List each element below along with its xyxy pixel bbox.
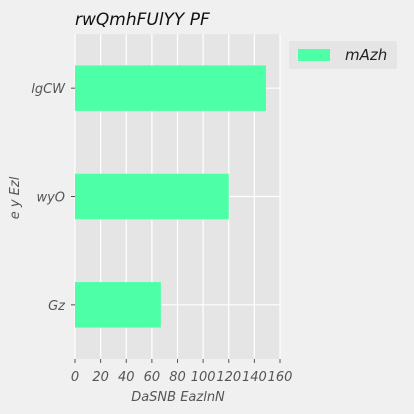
x-axis-label: DaSNB EazlnN: [131, 390, 225, 405]
y-tick-label: lgCW: [31, 82, 66, 97]
y-axis-ticks: lgCW wyO Gz: [31, 82, 75, 314]
x-tick-label: 0: [71, 370, 79, 385]
legend: mAzh: [289, 41, 397, 69]
y-axis-label: e y Ezl: [8, 176, 23, 219]
x-tick-label: 120: [216, 370, 241, 385]
bars: [75, 65, 266, 328]
legend-label: mAzh: [345, 46, 387, 64]
bar-lgCW: [75, 65, 266, 111]
x-tick-label: 20: [92, 370, 109, 385]
chart-title: rwQmhFUlYY PF: [75, 10, 210, 30]
y-tick-label: Gz: [48, 299, 66, 314]
x-tick-label: 160: [268, 370, 293, 385]
x-tick-label: 40: [118, 370, 135, 385]
x-tick-label: 80: [169, 370, 186, 385]
x-tick-label: 60: [144, 370, 161, 385]
x-tick-label: 140: [242, 370, 267, 385]
legend-swatch: [298, 49, 330, 61]
bar-wyO: [75, 173, 229, 220]
x-tick-label: 100: [191, 370, 216, 385]
y-tick-label: wyO: [36, 191, 65, 206]
legend-box: [289, 41, 397, 69]
bar-Gz: [75, 282, 161, 328]
x-axis-ticks: 0 20 40 60 80 100 120 140 160: [71, 359, 293, 385]
